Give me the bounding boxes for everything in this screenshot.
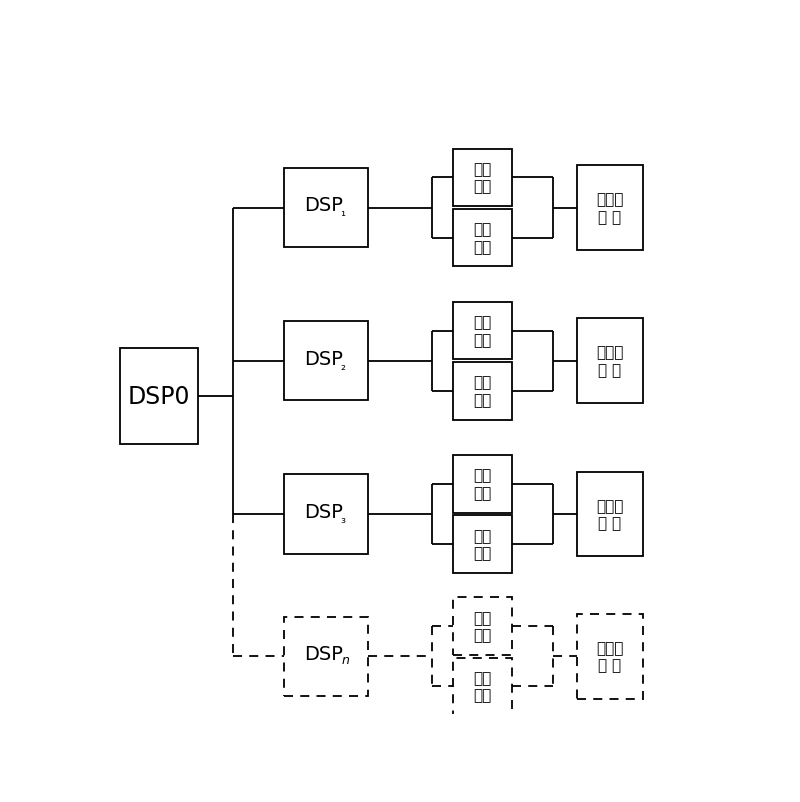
Bar [578, 614, 642, 699]
Bar [285, 475, 368, 554]
Bar [454, 597, 512, 655]
Text: 逆变
模块: 逆变 模块 [474, 375, 492, 407]
Text: DSP: DSP [304, 502, 342, 521]
Bar [120, 349, 198, 444]
Text: 等离子
割 犬: 等离子 割 犬 [596, 192, 624, 225]
Bar [578, 472, 642, 557]
Text: 等离子
割 犬: 等离子 割 犬 [596, 498, 624, 530]
Bar [454, 149, 512, 207]
Text: 逆变
模块: 逆变 模块 [474, 315, 492, 347]
Bar [285, 168, 368, 248]
Bar [578, 166, 642, 250]
Bar [454, 363, 512, 420]
Text: 等离子
割 犬: 等离子 割 犬 [596, 345, 624, 378]
Text: DSP: DSP [304, 349, 342, 368]
Text: ₁: ₁ [341, 206, 346, 219]
Text: DSP: DSP [304, 644, 342, 663]
Text: 逆变
模块: 逆变 模块 [474, 222, 492, 254]
Bar [285, 617, 368, 696]
Bar [454, 456, 512, 513]
Bar [454, 302, 512, 360]
Text: 等离子
割 犬: 等离子 割 犬 [596, 640, 624, 673]
Text: 逆变
模块: 逆变 模块 [474, 610, 492, 642]
Text: 逆变
模块: 逆变 模块 [474, 162, 492, 194]
Text: ₃: ₃ [341, 512, 346, 525]
Text: 逆变
模块: 逆变 模块 [474, 670, 492, 703]
Bar [578, 319, 642, 403]
Bar [454, 658, 512, 715]
Bar [454, 209, 512, 267]
Text: ₂: ₂ [341, 359, 346, 372]
Text: DSP: DSP [304, 196, 342, 215]
Text: n: n [342, 653, 350, 666]
Text: DSP0: DSP0 [128, 385, 190, 409]
Bar [285, 322, 368, 401]
Text: 逆变
模块: 逆变 模块 [474, 529, 492, 561]
Text: 逆变
模块: 逆变 模块 [474, 468, 492, 500]
Bar [454, 516, 512, 573]
